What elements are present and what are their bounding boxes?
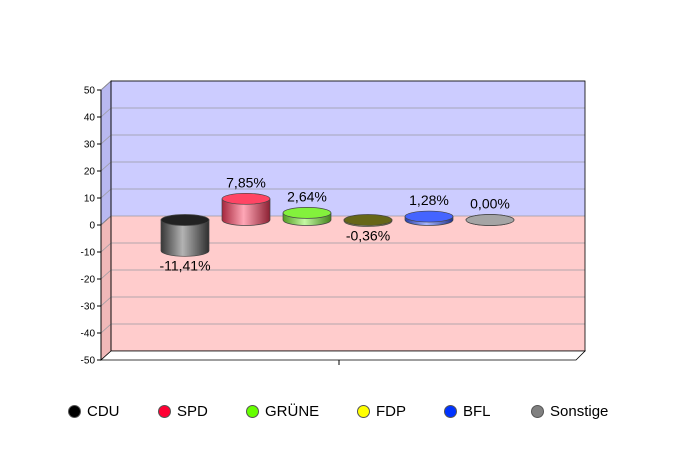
data-label-BFL: 1,28%: [409, 192, 449, 208]
legend-item-GRÜNE: GRÜNE: [246, 401, 319, 421]
bar-top-GRÜNE: [282, 207, 332, 219]
gridline-side: [100, 242, 112, 253]
legend-label: Sonstige: [550, 402, 609, 420]
legend-swatch: [531, 404, 544, 418]
bar-CDU: [160, 219, 210, 257]
y-tick-label: -50: [81, 356, 96, 367]
y-tick-label: -10: [81, 248, 96, 259]
legend-label: SPD: [177, 402, 208, 420]
y-tick-label: 50: [84, 86, 96, 97]
y-tick-label: 40: [84, 113, 96, 124]
legend-swatch: [246, 404, 259, 418]
data-label-FDP: -0,36%: [346, 227, 390, 243]
left-wall-positive: [100, 80, 112, 226]
legend-item-Sonstige: Sonstige: [531, 401, 608, 421]
bar-top-Sonstige: [465, 214, 515, 226]
gridline-side: [100, 215, 112, 226]
gridline-side: [100, 134, 112, 145]
legend: CDU SPD GRÜNE FDP BFL Sonstige: [0, 401, 678, 421]
gridline-side: [100, 269, 112, 280]
left-wall-negative: [100, 215, 112, 361]
bar-top-BFL: [404, 210, 454, 223]
gridline-side: [100, 296, 112, 307]
bar-top-CDU: [160, 214, 210, 226]
gridline-side: [100, 323, 112, 334]
data-label-SPD: 7,85%: [226, 174, 266, 190]
y-tick-label: 20: [84, 167, 96, 178]
legend-label: GRÜNE: [265, 402, 320, 420]
bar-top-FDP: [343, 214, 393, 226]
legend-swatch: [444, 404, 457, 418]
gridline-side: [100, 80, 112, 91]
legend-swatch: [158, 404, 171, 418]
y-tick-label: 30: [84, 140, 96, 151]
plot-area: 50 40 30 20 10 0 -10 -20 -30 -40 -50 -11,41% 7,85% 2,…: [81, 80, 586, 367]
legend-item-FDP: FDP: [357, 401, 406, 421]
bar-SPD: [221, 198, 271, 226]
y-tick-label: 10: [84, 194, 96, 205]
y-tick-label: -20: [81, 275, 96, 286]
y-tick-label: 0: [89, 221, 95, 232]
legend-label: BFL: [463, 402, 491, 420]
legend-swatch: [357, 404, 370, 418]
data-label-Sonstige: 0,00%: [470, 196, 510, 212]
legend-item-BFL: BFL: [444, 401, 491, 421]
gridline-side: [100, 161, 112, 172]
data-label-GRÜNE: 2,64%: [287, 188, 327, 204]
y-tick-label: -40: [81, 329, 96, 340]
legend-item-SPD: SPD: [158, 401, 208, 421]
floor: [99, 350, 586, 361]
legend-item-CDU: CDU: [68, 401, 120, 421]
positive-background: [111, 81, 585, 216]
legend-label: FDP: [376, 402, 406, 420]
legend-label: CDU: [87, 402, 120, 420]
data-label-CDU: -11,41%: [159, 257, 210, 273]
gridline-side: [100, 188, 112, 199]
y-tick-label: -30: [81, 302, 96, 313]
bar-top-SPD: [221, 192, 271, 205]
legend-swatch: [68, 404, 81, 418]
gridline-side: [100, 107, 112, 118]
